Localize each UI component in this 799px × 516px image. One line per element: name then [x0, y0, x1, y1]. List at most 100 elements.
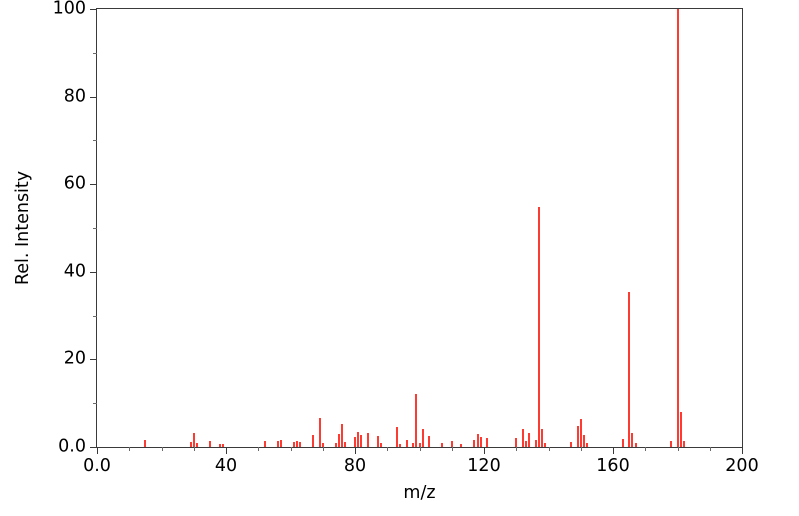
x-axis-minor-tick	[258, 447, 260, 451]
y-axis-tick-label: 20	[63, 348, 86, 369]
x-axis-tick-label: 120	[467, 456, 501, 476]
y-axis-tick-label: 80	[63, 85, 86, 106]
x-axis-tick	[613, 447, 614, 454]
x-axis-minor-tick	[580, 447, 582, 451]
y-axis-tick-label: 60	[63, 173, 86, 194]
spectrum-peak	[473, 440, 476, 447]
x-axis-tick-label: 80	[343, 456, 367, 476]
y-axis-tick	[90, 96, 97, 98]
x-axis-minor-tick	[387, 447, 389, 451]
spectrum-peak	[544, 442, 547, 447]
y-axis-tick-label: 0.0	[58, 436, 86, 457]
spectrum-peak	[631, 432, 634, 447]
y-axis-minor-tick	[93, 228, 97, 229]
spectrum-peak	[534, 440, 537, 447]
spectrum-peak	[192, 432, 195, 447]
spectrum-peak	[318, 417, 321, 447]
x-axis-minor-tick	[290, 447, 292, 451]
spectrum-peak	[360, 435, 363, 447]
spectrum-peak	[682, 441, 685, 447]
spectrum-peak	[541, 428, 544, 447]
spectrum-peak	[582, 435, 585, 447]
spectrum-peak	[379, 443, 382, 447]
spectrum-peak	[144, 440, 147, 447]
spectrum-peak	[515, 437, 518, 447]
spectrum-peak	[579, 419, 582, 447]
spectrum-peak	[357, 432, 360, 447]
spectrum-peak	[189, 442, 192, 447]
spectrum-peak	[418, 442, 421, 447]
y-axis-minor-tick	[93, 140, 97, 142]
spectrum-peak	[399, 443, 402, 447]
x-axis-tick-label: 160	[596, 456, 630, 476]
x-axis-tick	[355, 447, 356, 454]
y-axis-minor-tick	[93, 403, 97, 405]
spectrum-peak	[576, 425, 579, 447]
spectrum-peak	[479, 436, 482, 447]
x-axis-tick-label: 200	[725, 456, 759, 476]
spectrum-peak	[421, 429, 424, 447]
spectrum-peak	[476, 434, 479, 447]
spectrum-peak	[299, 441, 302, 447]
spectrum-peak	[628, 292, 631, 447]
y-axis-minor-tick	[93, 52, 97, 54]
x-axis-minor-tick	[322, 447, 324, 451]
spectrum-peak	[528, 433, 531, 447]
x-axis-minor-tick	[161, 447, 163, 451]
spectrum-peak	[218, 444, 221, 447]
spectrum-peak	[321, 442, 324, 447]
y-axis-minor-tick	[93, 315, 97, 317]
spectrum-peak	[395, 427, 398, 447]
spectrum-peak	[460, 443, 463, 447]
spectrum-peak	[524, 440, 527, 447]
spectrum-peak	[428, 435, 431, 447]
spectrum-peak	[276, 441, 279, 447]
spectrum-peak	[450, 440, 453, 447]
y-axis-tick	[90, 447, 97, 448]
y-axis-tick	[90, 271, 97, 273]
spectrum-peak	[292, 442, 295, 447]
spectrum-peak	[621, 439, 624, 447]
y-axis-tick	[90, 184, 97, 186]
x-axis-minor-tick	[709, 447, 711, 451]
spectrum-peak	[415, 394, 418, 447]
x-axis-tick	[742, 447, 743, 454]
spectrum-peak	[221, 443, 224, 447]
spectrum-peak	[344, 442, 347, 447]
spectrum-peak	[537, 206, 540, 447]
spectrum-peak	[341, 424, 344, 447]
x-axis-label: m/z	[403, 483, 436, 503]
spectrum-peak	[570, 441, 573, 447]
spectrum-peak	[441, 442, 444, 447]
spectrum-peak	[208, 441, 211, 447]
spectrum-peak	[405, 440, 408, 447]
x-axis-tick	[97, 447, 98, 454]
y-axis-tick-label: 40	[63, 261, 86, 282]
x-axis-tick	[484, 447, 485, 454]
x-axis-tick-label: 40	[214, 456, 238, 476]
x-axis-minor-tick	[548, 447, 550, 451]
spectrum-peak	[337, 434, 340, 447]
x-axis-tick-label: 0.0	[83, 456, 111, 476]
spectrum-peak	[412, 442, 415, 447]
plot-area: 0.0 20 40 60 80 100 0.0 40 80 120 160 200	[53, 0, 759, 475]
spectrum-peak	[521, 429, 524, 447]
x-axis-minor-tick	[451, 447, 453, 451]
spectrum-peak	[376, 436, 379, 447]
spectrum-peak	[295, 440, 298, 447]
y-axis-tick-label: 100	[52, 0, 86, 19]
spectrum-peak	[312, 434, 315, 447]
x-axis-tick	[226, 447, 227, 454]
x-axis-minor-tick	[129, 447, 131, 451]
x-axis-minor-tick	[645, 447, 647, 451]
spectrum-peak	[670, 440, 673, 447]
spectrum-peak	[195, 442, 198, 447]
spectrum-peak	[679, 411, 682, 447]
x-axis-minor-tick	[677, 447, 679, 451]
spectrum-peak	[366, 432, 369, 447]
y-axis-label: Rel. Intensity	[13, 170, 33, 286]
spectrum-peak	[334, 442, 337, 447]
spectrum-peak	[676, 9, 679, 447]
spectrum-peak	[634, 442, 637, 447]
x-axis-minor-tick	[193, 447, 195, 451]
